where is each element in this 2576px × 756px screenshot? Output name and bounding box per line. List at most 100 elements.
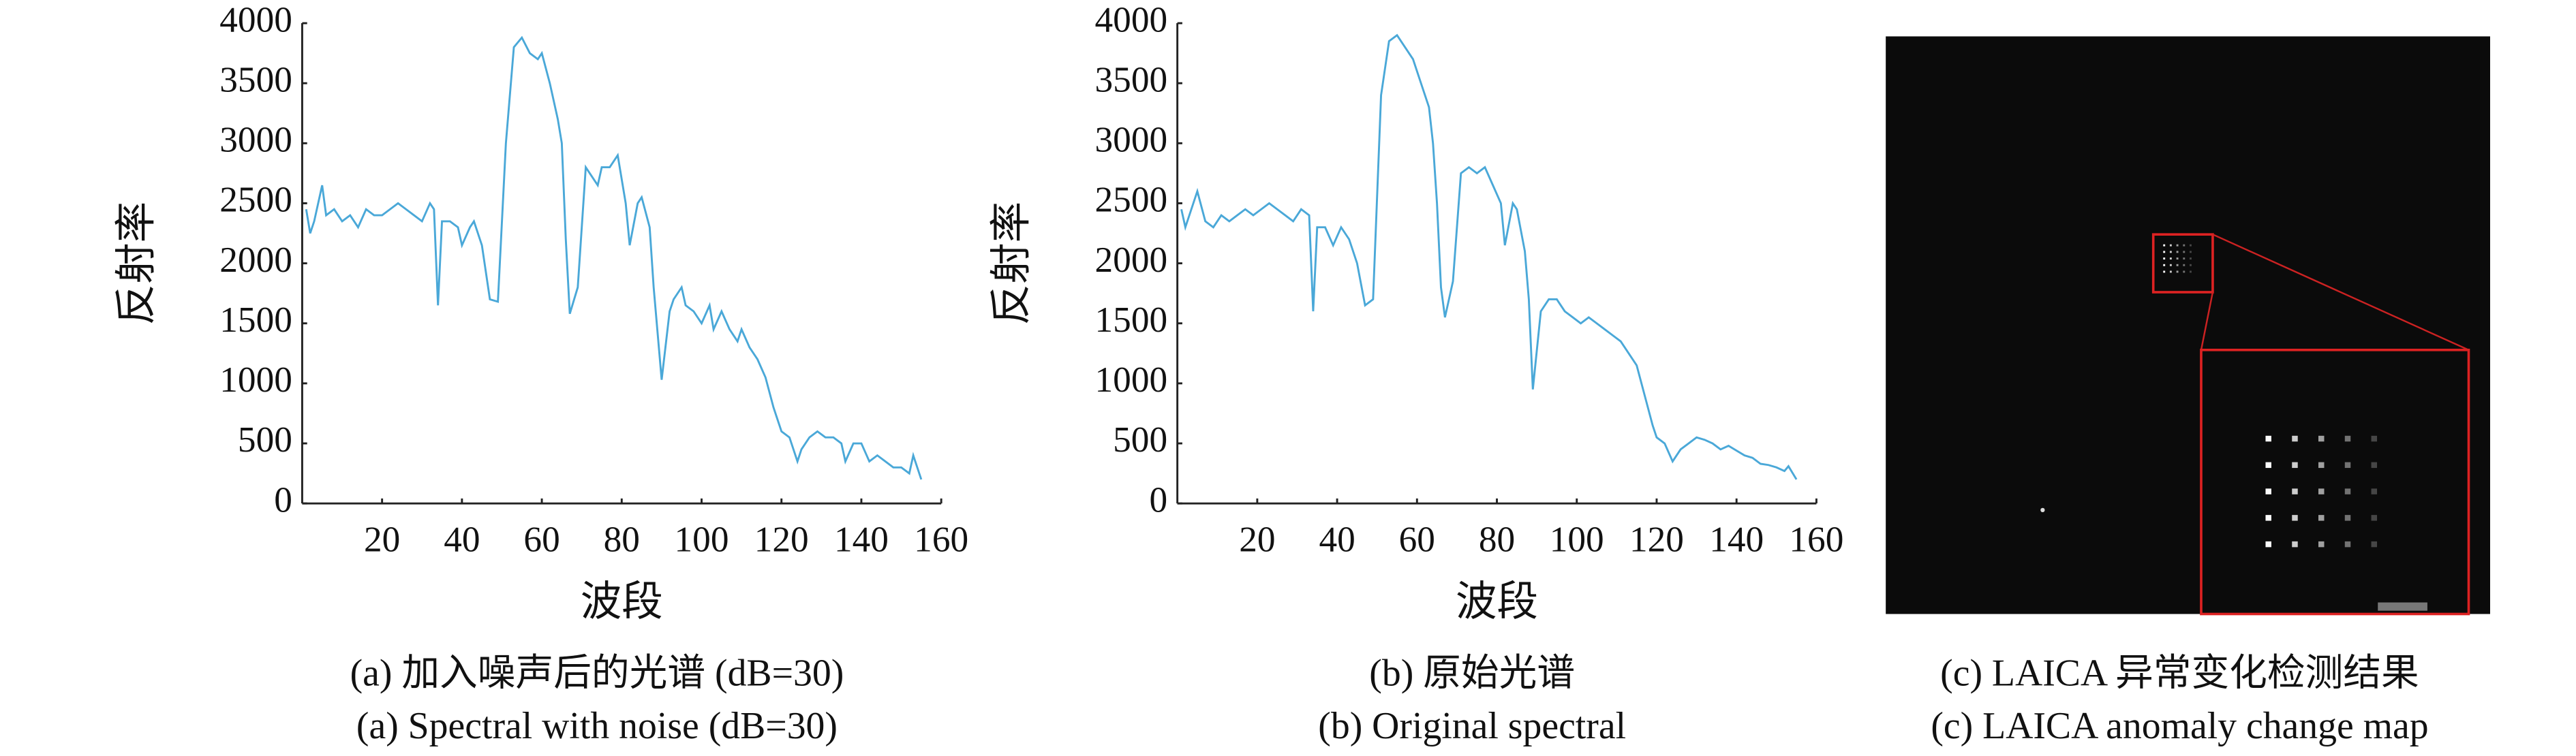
target-dot — [2183, 264, 2186, 266]
x-axis-label: 波段 — [581, 579, 663, 625]
x-tick-label: 40 — [444, 520, 480, 560]
y-tick-label: 1000 — [1095, 360, 1168, 400]
target-dot — [2265, 488, 2271, 494]
target-dot — [2190, 257, 2192, 260]
x-tick-label: 60 — [1399, 520, 1435, 560]
zoom-box — [2151, 233, 2214, 294]
target-dot — [2371, 462, 2378, 469]
x-tick-label: 100 — [675, 520, 729, 560]
x-tick-label: 100 — [1550, 520, 1604, 560]
target-dot — [2265, 515, 2271, 521]
target-dot — [2176, 270, 2179, 273]
x-tick-label: 140 — [834, 520, 889, 560]
target-dot — [2183, 244, 2186, 247]
x-tick-label: 20 — [1239, 520, 1275, 560]
caption: (b) 原始光谱 — [1369, 652, 1575, 694]
x-tick-label: 20 — [364, 520, 400, 560]
y-tick-label: 0 — [274, 479, 292, 520]
caption-en: (c) LAICA anomaly change map — [1931, 705, 2428, 747]
target-dot — [2169, 257, 2172, 260]
target-dot — [2292, 515, 2298, 521]
y-tick-label: 500 — [1113, 420, 1167, 460]
target-dot — [2344, 462, 2351, 469]
target-dot — [2169, 264, 2172, 266]
x-tick-label: 40 — [1319, 520, 1355, 560]
y-tick-label: 2500 — [219, 180, 292, 220]
target-dot — [2169, 270, 2172, 273]
y-tick-label: 3500 — [1095, 59, 1168, 99]
target-dot — [2169, 251, 2172, 253]
caption-en: (a) Spectral with noise (dB=30) — [356, 705, 838, 747]
spectrum-line — [1180, 33, 1798, 480]
y-tick-label: 3500 — [219, 59, 292, 99]
x-tick-label: 160 — [1789, 520, 1843, 560]
caption: (c) LAICA 异常变化检测结果 — [1940, 652, 2419, 694]
y-tick-label: 0 — [1149, 479, 1167, 520]
x-tick-label: 120 — [1629, 520, 1684, 560]
target-dot — [2163, 264, 2166, 266]
target-dot — [2190, 264, 2192, 266]
anomaly-map — [1886, 36, 2490, 616]
target-dot — [2190, 244, 2192, 247]
zoom-line — [2200, 292, 2214, 351]
y-axis-label: 反射率 — [989, 202, 1034, 326]
y-tick-label: 4000 — [1095, 0, 1168, 40]
y-axis-label: 反射率 — [114, 202, 159, 326]
target-dot — [2344, 541, 2351, 548]
target-dot — [2292, 435, 2298, 442]
target-dot — [2344, 435, 2351, 442]
target-dot — [2318, 515, 2325, 521]
x-tick-label: 60 — [523, 520, 559, 560]
target-dot — [2163, 257, 2166, 260]
target-dot — [2190, 251, 2192, 253]
y-tick-label: 500 — [238, 420, 292, 460]
target-dot — [2371, 541, 2378, 548]
target-dot — [2318, 435, 2325, 442]
caption: (a) 加入噪声后的光谱 (dB=30) — [350, 652, 844, 694]
target-dot — [2163, 244, 2166, 247]
target-dot — [2163, 251, 2166, 253]
y-tick-label: 2500 — [1095, 180, 1168, 220]
target-dot — [2265, 462, 2271, 469]
target-dot — [2371, 515, 2378, 521]
speck — [2040, 507, 2045, 512]
target-dot — [2371, 488, 2378, 494]
y-tick-label: 2000 — [219, 240, 292, 280]
target-dot — [2169, 244, 2172, 247]
target-dot — [2292, 488, 2298, 494]
zoom-line — [2212, 234, 2469, 351]
y-tick-label: 3000 — [219, 120, 292, 160]
target-dot — [2176, 244, 2179, 247]
target-dot — [2371, 435, 2378, 442]
y-tick-label: 3000 — [1095, 120, 1168, 160]
target-dot — [2344, 488, 2351, 494]
x-tick-label: 80 — [604, 520, 640, 560]
zoom-inset — [2200, 348, 2470, 616]
target-dot — [2163, 270, 2166, 273]
target-dot — [2183, 257, 2186, 260]
target-dot — [2183, 270, 2186, 273]
y-tick-label: 2000 — [1095, 240, 1168, 280]
x-axis-label: 波段 — [1456, 579, 1538, 625]
y-tick-label: 1500 — [1095, 300, 1168, 340]
target-dot — [2318, 541, 2325, 548]
target-dot — [2265, 435, 2271, 442]
target-dot — [2176, 264, 2179, 266]
y-tick-label: 4000 — [219, 0, 292, 40]
y-tick-label: 1500 — [219, 300, 292, 340]
target-dot — [2176, 251, 2179, 253]
x-tick-label: 120 — [754, 520, 809, 560]
target-dot — [2292, 462, 2298, 469]
speck — [2378, 602, 2427, 611]
target-dot — [2265, 541, 2271, 548]
x-tick-label: 160 — [914, 520, 968, 560]
target-dot — [2190, 270, 2192, 273]
y-tick-label: 1000 — [219, 360, 292, 400]
spectrum-line — [305, 35, 923, 480]
target-dot — [2292, 541, 2298, 548]
target-dot — [2344, 515, 2351, 521]
x-tick-label: 80 — [1479, 520, 1515, 560]
target-dot — [2318, 462, 2325, 469]
caption-en: (b) Original spectral — [1318, 705, 1626, 747]
